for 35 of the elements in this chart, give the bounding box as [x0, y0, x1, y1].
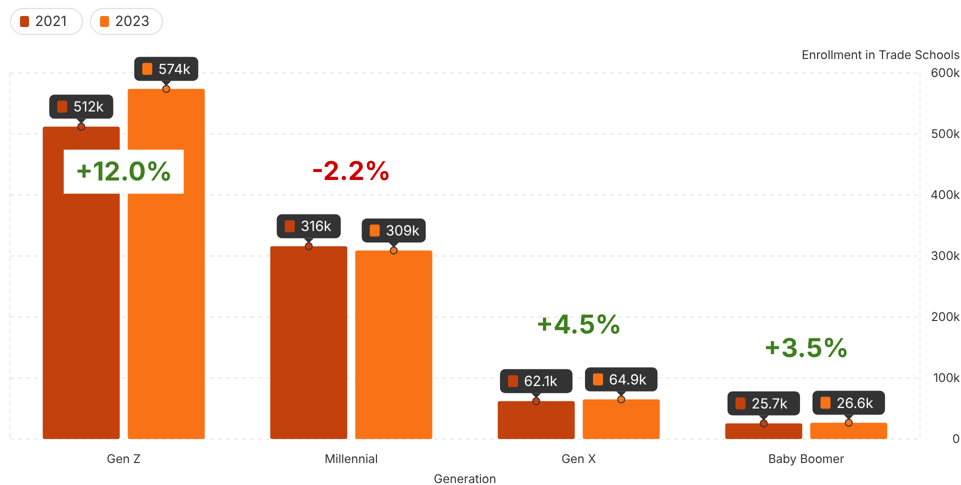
y-tick-label: 400k	[930, 187, 960, 202]
label-callout: 64.9k	[585, 367, 658, 404]
annotation: +3.5%	[764, 332, 849, 364]
data-label: 574k	[158, 60, 191, 78]
data-label: 316k	[300, 218, 332, 236]
data-label: 25.7k	[752, 395, 788, 412]
data-label: 26.6k	[836, 394, 874, 412]
y-tick-label: 500k	[930, 126, 960, 141]
annotation: +4.5%	[536, 309, 622, 340]
y-tick-label: 300k	[930, 248, 960, 263]
y-tick-label: 200k	[930, 309, 960, 324]
legend-label: 2023	[115, 13, 150, 30]
y-axis-title: Enrollment in Trade Schools	[802, 47, 960, 62]
data-label: 62.1k	[524, 373, 558, 390]
y-tick-label: 0	[952, 431, 960, 446]
y-tick-label: 100k	[933, 370, 960, 385]
label-callout: 25.7k	[728, 391, 800, 428]
data-label: 512k	[73, 98, 104, 116]
data-label: 309k	[386, 222, 420, 240]
label-callout: 309k	[362, 218, 426, 254]
label-callout: 26.6k	[812, 390, 885, 427]
x-axis-title: Generation	[434, 471, 496, 485]
annotation: -2.2%	[312, 156, 391, 188]
x-tick-label: Gen X	[561, 451, 596, 466]
data-label: 64.9k	[609, 371, 647, 388]
y-tick-label: 600k	[930, 65, 960, 80]
label-callout: 512k	[49, 94, 114, 131]
label-callout: 574k	[134, 56, 198, 93]
x-tick-label: Baby Boomer	[768, 451, 845, 466]
x-tick-label: Gen Z	[106, 451, 141, 466]
label-callout: 316k	[276, 214, 341, 250]
x-tick-label: Millennial	[324, 451, 378, 466]
legend-label: 2021	[35, 13, 67, 30]
annotation: +12.0%	[75, 156, 172, 188]
label-callout: 62.1k	[500, 369, 572, 406]
